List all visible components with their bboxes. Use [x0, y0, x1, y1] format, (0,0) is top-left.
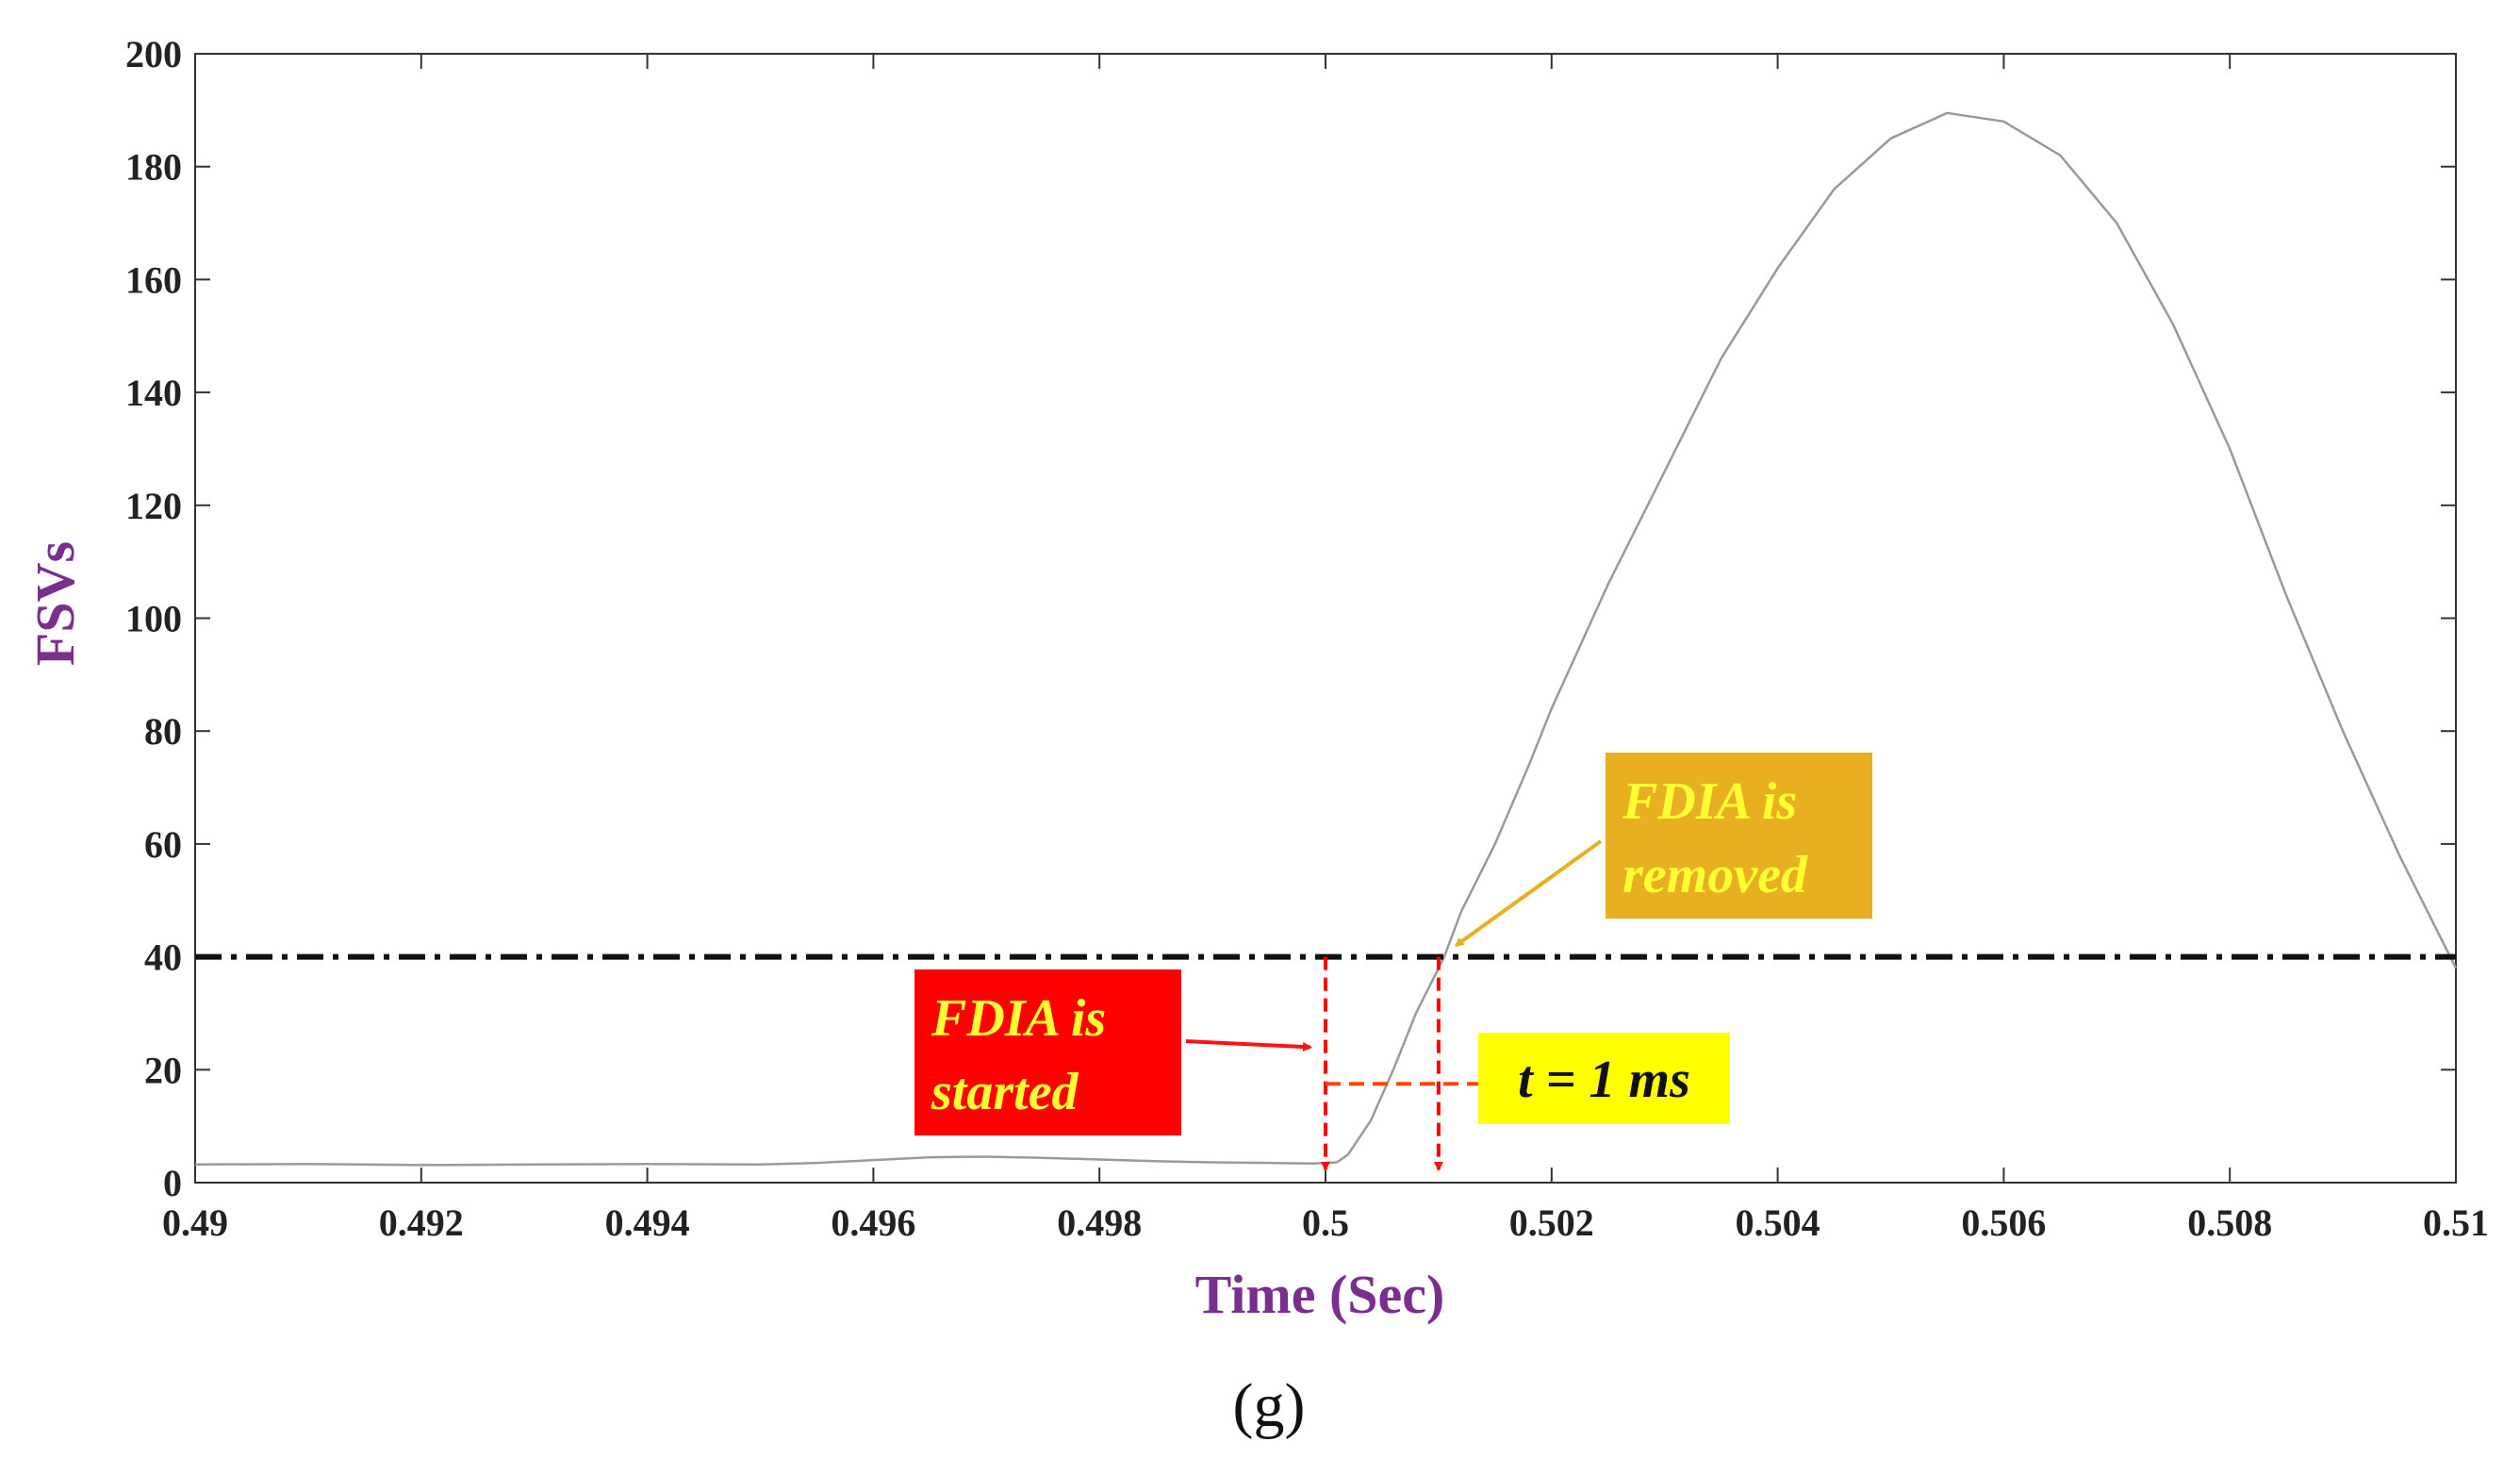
x-tick-label: 0.49 — [162, 1201, 228, 1244]
time-delay-box — [1478, 1033, 1730, 1124]
y-tick-label: 60 — [144, 823, 182, 866]
y-tick-label: 40 — [144, 936, 182, 979]
x-tick-label: 0.496 — [831, 1201, 915, 1244]
fdia-removed-label: FDIA is — [1622, 772, 1797, 831]
x-tick-label: 0.492 — [379, 1201, 464, 1244]
y-tick-label: 140 — [125, 372, 182, 414]
x-tick-label: 0.51 — [2423, 1201, 2489, 1244]
figure-caption: (g) — [1233, 1371, 1306, 1440]
x-axis-ticks: 0.49 0.492 0.494 0.496 0.498 0.5 0.502 0.504 0.5… — [162, 54, 2489, 1244]
fdia-removed-box — [1606, 753, 1872, 919]
y-axis-ticks: 0 20 40 60 80 100 120 140 160 180 200 — [125, 33, 2456, 1204]
y-tick-label: 160 — [125, 258, 182, 301]
x-tick-label: 0.494 — [605, 1201, 690, 1244]
x-tick-label: 0.498 — [1057, 1201, 1142, 1244]
x-tick-label: 0.5 — [1302, 1201, 1349, 1244]
x-tick-label: 0.506 — [1961, 1201, 2046, 1244]
y-tick-label: 20 — [144, 1049, 182, 1091]
fdia-started-label: FDIA is — [931, 989, 1106, 1048]
x-tick-label: 0.504 — [1736, 1201, 1820, 1244]
fdia-removed-label: removed — [1622, 846, 1808, 904]
y-tick-label: 200 — [125, 33, 182, 75]
x-axis-title: Time (Sec) — [1195, 1264, 1445, 1325]
y-tick-label: 80 — [144, 710, 182, 753]
y-tick-label: 120 — [125, 485, 182, 527]
time-delay-label: t = 1 ms — [1518, 1051, 1690, 1109]
fdia-removed-arrow — [1454, 839, 1603, 948]
y-tick-label: 100 — [125, 598, 182, 640]
fdia-started-arrow — [1185, 1039, 1313, 1052]
fdia-started-box — [914, 969, 1181, 1135]
annotation-layer: FDIA is started FDIA is removed t = 1 ms — [914, 753, 1872, 1171]
x-tick-label: 0.508 — [2187, 1201, 2272, 1244]
y-tick-label: 180 — [125, 146, 182, 189]
y-tick-label: 0 — [163, 1162, 182, 1204]
y-axis-title: FSVs — [25, 541, 86, 666]
fdia-started-label: started — [931, 1063, 1079, 1121]
x-tick-label: 0.502 — [1509, 1201, 1594, 1244]
